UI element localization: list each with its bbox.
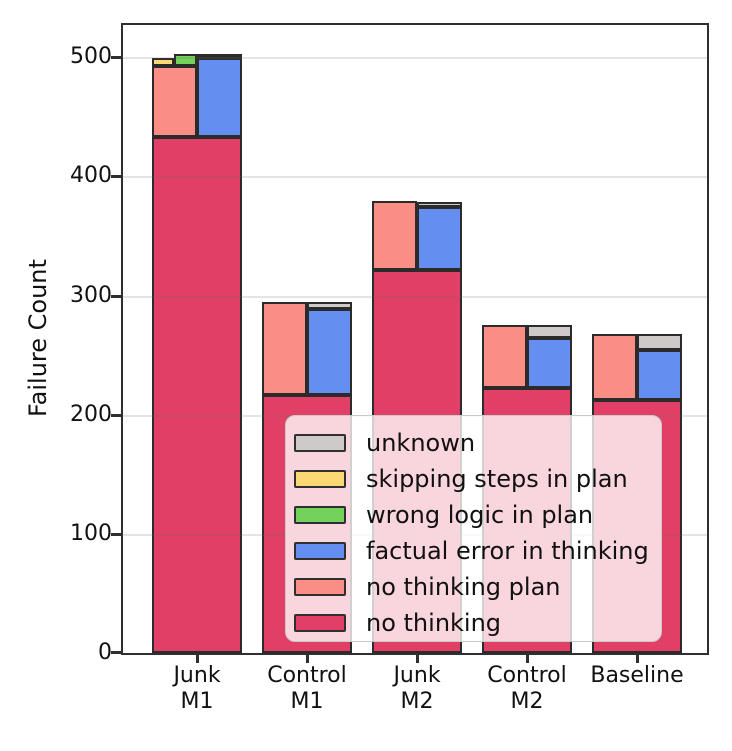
bar-segment-factual_error_in_thinking bbox=[196, 57, 242, 137]
legend-label: wrong logic in plan bbox=[366, 501, 594, 529]
bar-segment-unknown bbox=[526, 324, 572, 338]
y-tick-label: 400 bbox=[70, 163, 112, 188]
bar-segment-no_thinking_plan bbox=[261, 302, 307, 396]
x-tick-label-control-m1: Control M1 bbox=[232, 663, 382, 715]
legend-label: skipping steps in plan bbox=[366, 465, 628, 493]
y-tick-mark bbox=[111, 533, 122, 536]
x-tick-label-junk-m2: Junk M2 bbox=[342, 663, 492, 715]
bar-segment-no_thinking_plan bbox=[481, 324, 527, 388]
bar-segment-no_thinking_plan bbox=[371, 200, 417, 270]
bar-segment-unknown bbox=[636, 334, 682, 350]
legend-swatch-no-thinking-plan bbox=[294, 578, 346, 596]
legend-row: factual error in thinking bbox=[294, 533, 661, 569]
bar-segment-wrong_logic_in_plan bbox=[174, 54, 197, 67]
x-tick-mark bbox=[196, 652, 199, 663]
legend-row: no thinking plan bbox=[294, 569, 661, 605]
legend-row: no thinking bbox=[294, 605, 661, 641]
bar-segment-unknown bbox=[196, 53, 242, 58]
legend-swatch-skipping-steps bbox=[294, 470, 346, 488]
x-tick-line2: M1 bbox=[180, 689, 214, 714]
legend-swatch-no-thinking bbox=[294, 614, 346, 632]
x-tick-mark bbox=[416, 652, 419, 663]
bar-segment-no_thinking_plan bbox=[151, 66, 197, 137]
bar-segment-skipping_steps_in_plan bbox=[151, 57, 174, 67]
x-tick-line2: M2 bbox=[400, 689, 434, 714]
plot-area bbox=[120, 22, 709, 655]
bar-segment-no_thinking_plan bbox=[591, 334, 637, 400]
bar-segment-unknown bbox=[416, 202, 462, 207]
legend-row: unknown bbox=[294, 425, 661, 461]
x-tick-line1: Junk bbox=[393, 663, 441, 688]
x-tick-mark bbox=[636, 652, 639, 663]
legend-label: no thinking plan bbox=[366, 573, 561, 601]
legend-label: factual error in thinking bbox=[366, 537, 649, 565]
x-tick-label-junk-m1: Junk M1 bbox=[122, 663, 272, 715]
legend: unknown skipping steps in plan wrong log… bbox=[285, 415, 662, 642]
x-tick-line2: M2 bbox=[510, 689, 544, 714]
y-tick-label: 0 bbox=[98, 640, 112, 665]
bar-segment-factual_error_in_thinking bbox=[636, 349, 682, 400]
legend-label: no thinking bbox=[366, 609, 502, 637]
gridline-400 bbox=[122, 175, 707, 178]
y-tick-label: 100 bbox=[70, 521, 112, 546]
x-tick-mark bbox=[526, 652, 529, 663]
bar-segment-factual_error_in_thinking bbox=[306, 309, 352, 396]
y-tick-label: 300 bbox=[70, 283, 112, 308]
legend-label: unknown bbox=[366, 429, 476, 457]
y-tick-label: 200 bbox=[70, 402, 112, 427]
gridline-300 bbox=[122, 295, 707, 298]
bar-segment-factual_error_in_thinking bbox=[526, 337, 572, 388]
legend-swatch-factual-error bbox=[294, 542, 346, 560]
legend-swatch-wrong-logic bbox=[294, 506, 346, 524]
y-tick-mark bbox=[111, 175, 122, 178]
x-tick-line1: Junk bbox=[173, 663, 221, 688]
legend-row: skipping steps in plan bbox=[294, 461, 661, 497]
bar-segment-factual_error_in_thinking bbox=[416, 206, 462, 270]
x-tick-line1: Baseline bbox=[590, 663, 684, 688]
y-tick-mark bbox=[111, 414, 122, 417]
x-tick-line1: Control bbox=[487, 663, 567, 688]
legend-swatch-unknown bbox=[294, 434, 346, 452]
gridline-500 bbox=[122, 56, 707, 59]
legend-row: wrong logic in plan bbox=[294, 497, 661, 533]
y-tick-mark bbox=[111, 295, 122, 298]
y-tick-mark bbox=[111, 651, 122, 654]
bar-segment-unknown bbox=[306, 302, 352, 310]
x-tick-mark bbox=[306, 652, 309, 663]
bar-segment-no_thinking bbox=[151, 136, 242, 653]
y-tick-mark bbox=[111, 56, 122, 59]
x-tick-line2: M1 bbox=[290, 689, 324, 714]
x-tick-label-control-m2: Control M2 bbox=[452, 663, 602, 715]
y-tick-label: 500 bbox=[70, 44, 112, 69]
x-tick-label-baseline: Baseline bbox=[562, 663, 712, 689]
bar-junk-m1 bbox=[151, 25, 242, 653]
x-tick-line1: Control bbox=[267, 663, 347, 688]
